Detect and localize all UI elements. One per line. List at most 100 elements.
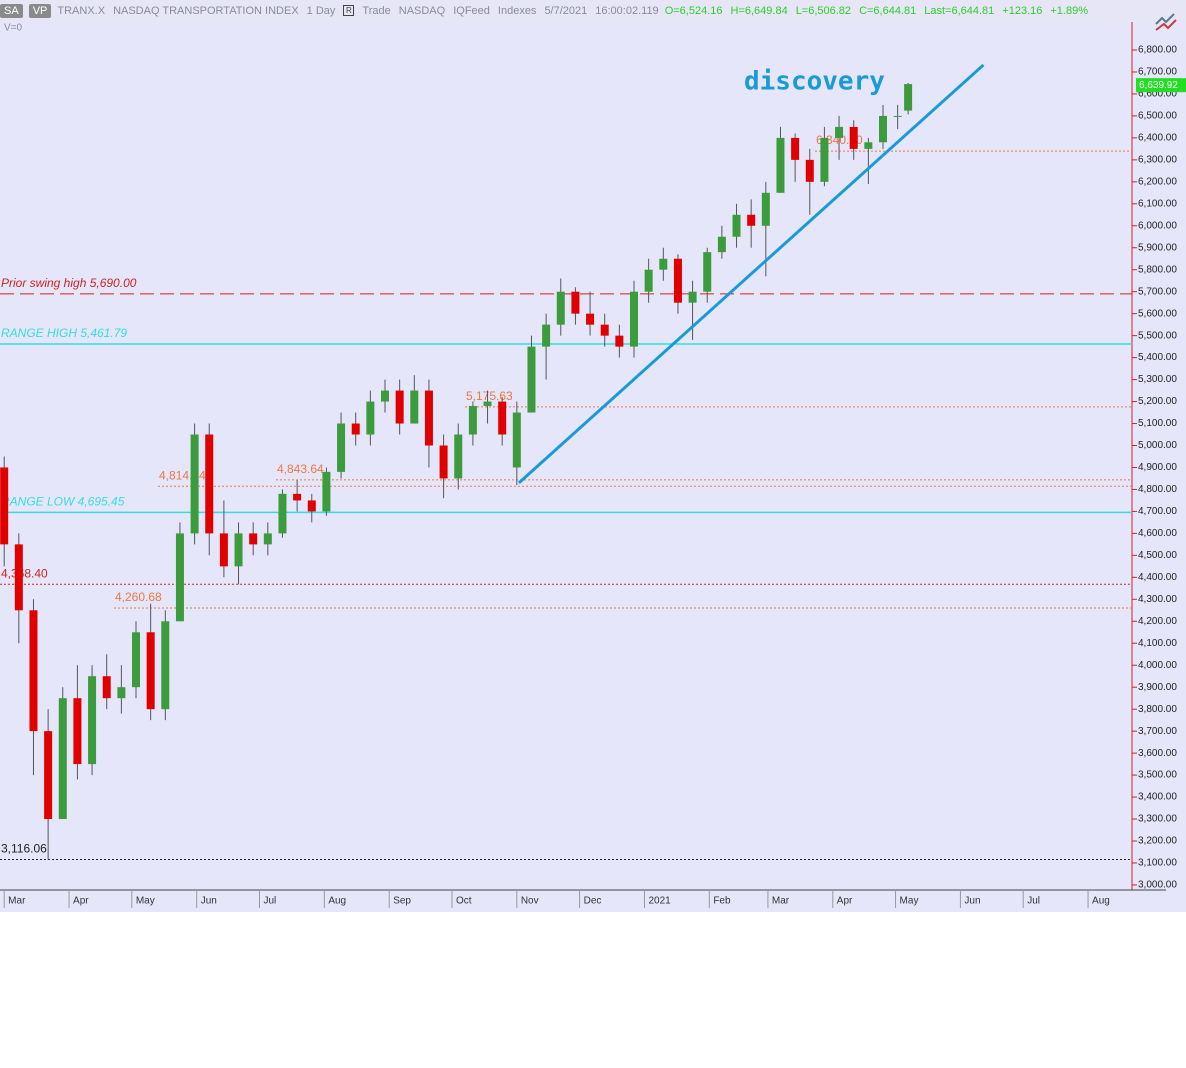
candle-body <box>512 412 521 468</box>
candle-body <box>190 434 199 534</box>
annotation: discovery <box>744 67 885 97</box>
candle-body <box>14 544 23 611</box>
level-label: RANGE LOW 4,695.45 <box>1 495 125 509</box>
y-tick-label: 3,200.00 <box>1138 836 1177 847</box>
x-tick-label: May <box>136 896 155 907</box>
candle-body <box>175 533 184 622</box>
candle-body <box>351 423 360 435</box>
y-tick-label: 4,400.00 <box>1138 572 1177 583</box>
y-tick-label: 3,300.00 <box>1138 814 1177 825</box>
quote-value: O=6,524.16 <box>664 5 723 17</box>
y-tick-label: 4,300.00 <box>1138 594 1177 605</box>
y-tick-label: 5,800.00 <box>1138 264 1177 275</box>
y-tick-label: 6,700.00 <box>1138 67 1177 78</box>
y-tick-label: 4,000.00 <box>1138 660 1177 671</box>
toolbar: SA VP TRANX.X NASDAQ TRANSPORTATION INDEX… <box>0 0 1186 22</box>
candle-body <box>132 632 141 688</box>
y-tick-label: 3,700.00 <box>1138 726 1177 737</box>
quote-value: H=6,649.84 <box>730 5 788 17</box>
quote-value: C=6,644.81 <box>859 5 917 17</box>
candle-body <box>219 533 228 567</box>
x-tick-label: Feb <box>713 896 731 907</box>
y-tick-label: 3,400.00 <box>1138 792 1177 803</box>
candle-body <box>820 137 829 182</box>
toolbar-item: IQFeed <box>453 5 490 17</box>
level-label: 5,175.63 <box>466 389 513 403</box>
y-tick-label: 5,200.00 <box>1138 396 1177 407</box>
candle-body <box>659 258 668 270</box>
candle-body <box>468 405 477 435</box>
quote-value: +123.16 <box>1002 5 1043 17</box>
x-tick-label: Sep <box>393 896 411 907</box>
candle-body <box>542 324 551 347</box>
button[interactable]: VP <box>28 4 52 18</box>
candle-body <box>439 445 448 479</box>
candle-body <box>307 500 316 512</box>
x-tick-label: Mar <box>8 896 26 907</box>
candle-body <box>703 252 712 292</box>
y-tick-label: 6,600.00 <box>1138 89 1177 100</box>
candle-body <box>805 159 814 182</box>
candle-body <box>776 137 785 193</box>
candle-body <box>688 291 697 303</box>
candle-body <box>717 236 726 253</box>
y-tick-label: 5,400.00 <box>1138 352 1177 363</box>
x-tick-label: Jun <box>964 896 980 907</box>
candle-body <box>893 115 902 117</box>
candle-body <box>864 142 873 149</box>
candle-body <box>761 192 770 226</box>
chart: V=0 discovery 3,000.00 3,100.00 3,200.00 3,… <box>0 13 1186 912</box>
toolbar-item: TRANX.X <box>57 5 106 17</box>
candle-body <box>117 687 126 699</box>
candle-body <box>527 346 536 413</box>
x-tick-label: Oct <box>456 896 472 907</box>
toolbar-item: 16:00:02.119 <box>595 5 659 17</box>
x-tick-label: May <box>900 896 919 907</box>
y-tick-label: 4,900.00 <box>1138 462 1177 473</box>
candle-body <box>58 698 67 820</box>
x-tick-label: Apr <box>837 896 853 907</box>
y-tick-label: 6,100.00 <box>1138 198 1177 209</box>
candle-body <box>835 126 844 138</box>
level-label: RANGE HIGH 5,461.79 <box>1 326 127 340</box>
candle-body <box>410 390 419 424</box>
candle-body <box>337 423 346 472</box>
candle-body <box>556 291 565 325</box>
candle-body <box>73 698 82 765</box>
candle-body <box>791 137 800 160</box>
quote-value: +1.89% <box>1050 5 1088 17</box>
candle-body <box>322 471 331 512</box>
candle-body <box>904 84 913 111</box>
candle-body <box>586 313 595 325</box>
x-tick-label: Mar <box>772 896 790 907</box>
y-tick-label: 6,500.00 <box>1138 111 1177 122</box>
y-tick-label: 5,900.00 <box>1138 242 1177 253</box>
y-tick-label: 5,100.00 <box>1138 418 1177 429</box>
toolbar-item: 1 Day <box>306 5 336 17</box>
icon[interactable] <box>1155 13 1177 31</box>
y-tick-label: 6,200.00 <box>1138 176 1177 187</box>
candle-body <box>615 335 624 347</box>
level-label: 4,260.68 <box>115 590 162 604</box>
level-label: 4,814.54 <box>159 468 206 482</box>
candle-body <box>263 533 272 545</box>
y-tick-label: 5,000.00 <box>1138 440 1177 451</box>
candle-body <box>366 401 375 435</box>
quote-value: L=6,506.82 <box>795 5 852 17</box>
y-tick-label: 3,800.00 <box>1138 704 1177 715</box>
last-price-tag <box>1136 78 1186 93</box>
button[interactable]: SA <box>0 4 23 18</box>
candle-body <box>454 434 463 479</box>
y-tick-label: 6,300.00 <box>1138 154 1177 165</box>
candle-body <box>747 214 756 226</box>
level-label: 3,116.06 <box>1 842 47 856</box>
y-tick-label: 4,600.00 <box>1138 528 1177 539</box>
candle-body <box>630 291 639 347</box>
candle-body <box>879 115 888 143</box>
y-tick-label: 4,700.00 <box>1138 506 1177 517</box>
x-tick-label: Aug <box>1092 896 1110 907</box>
y-tick-label: 5,700.00 <box>1138 286 1177 297</box>
candle-body <box>600 324 609 336</box>
y-tick-label: 3,100.00 <box>1138 858 1177 869</box>
